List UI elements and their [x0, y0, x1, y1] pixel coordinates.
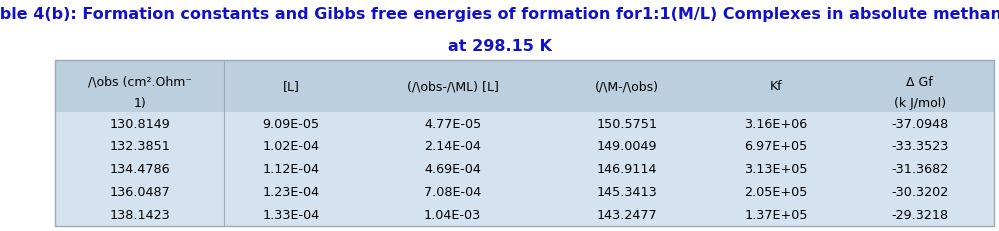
Text: 1.12E-04: 1.12E-04 [263, 163, 320, 176]
Bar [55, 158, 994, 181]
Bar [55, 135, 994, 158]
Text: 4.77E-05: 4.77E-05 [424, 117, 482, 130]
Text: 134.4786: 134.4786 [109, 163, 170, 176]
Text: 149.0049: 149.0049 [596, 140, 657, 153]
Text: Table 4(b): Formation constants and Gibbs free energies of formation for1:1(M/L): Table 4(b): Formation constants and Gibb… [0, 7, 999, 22]
Text: [L]: [L] [283, 80, 300, 93]
Text: 1.23E-04: 1.23E-04 [263, 185, 320, 199]
Text: at 298.15 K: at 298.15 K [448, 39, 551, 54]
Bar [55, 112, 994, 135]
Text: -33.3523: -33.3523 [891, 140, 948, 153]
Text: -37.0948: -37.0948 [891, 117, 948, 130]
Text: 3.16E+06: 3.16E+06 [744, 117, 807, 130]
Text: 6.97E+05: 6.97E+05 [744, 140, 807, 153]
Text: -30.3202: -30.3202 [891, 185, 948, 199]
Text: (/\M-/\obs): (/\M-/\obs) [595, 80, 659, 93]
Bar [55, 204, 994, 226]
Text: 2.14E-04: 2.14E-04 [425, 140, 482, 153]
Text: Kf: Kf [769, 80, 782, 93]
Text: 3.13E+05: 3.13E+05 [744, 163, 807, 176]
Text: -31.3682: -31.3682 [891, 163, 948, 176]
Text: /\obs (cm².Ohm⁻: /\obs (cm².Ohm⁻ [88, 76, 192, 88]
Text: 2.05E+05: 2.05E+05 [744, 185, 807, 199]
Text: 150.5751: 150.5751 [596, 117, 657, 130]
Text: 130.8149: 130.8149 [109, 117, 170, 130]
Text: 132.3851: 132.3851 [109, 140, 170, 153]
Text: 1.33E-04: 1.33E-04 [263, 208, 320, 222]
Text: 145.3413: 145.3413 [596, 185, 657, 199]
Text: 146.9114: 146.9114 [596, 163, 657, 176]
Text: 1.02E-04: 1.02E-04 [263, 140, 320, 153]
Text: 4.69E-04: 4.69E-04 [425, 163, 482, 176]
Text: (/\obs-/\ML) [L]: (/\obs-/\ML) [L] [407, 80, 499, 93]
Bar [55, 61, 994, 226]
Text: 143.2477: 143.2477 [596, 208, 657, 222]
Bar [55, 181, 994, 204]
Text: 7.08E-04: 7.08E-04 [424, 185, 482, 199]
Text: 1): 1) [133, 96, 146, 109]
Text: 9.09E-05: 9.09E-05 [263, 117, 320, 130]
Text: Δ Gf: Δ Gf [906, 76, 933, 88]
Text: 1.04E-03: 1.04E-03 [424, 208, 482, 222]
Bar [55, 61, 994, 112]
Text: 138.1423: 138.1423 [109, 208, 170, 222]
Text: 136.0487: 136.0487 [109, 185, 170, 199]
Text: 1.37E+05: 1.37E+05 [744, 208, 807, 222]
Text: -29.3218: -29.3218 [891, 208, 948, 222]
Text: (k J/mol): (k J/mol) [893, 96, 946, 109]
